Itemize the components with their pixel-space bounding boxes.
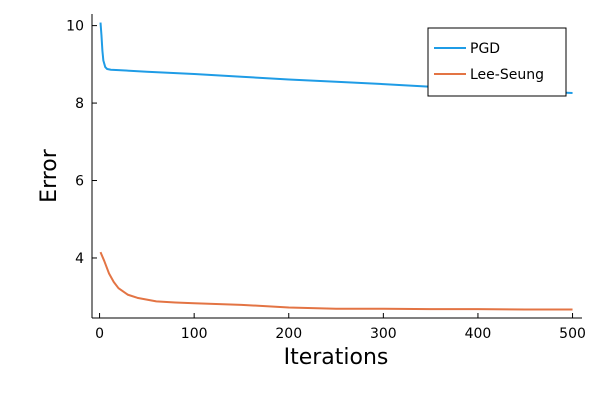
x-ticks: 0 100 200 300 400 500 bbox=[95, 313, 586, 342]
x-axis-label: Iterations bbox=[284, 345, 389, 370]
x-tick-label: 100 bbox=[181, 326, 208, 342]
legend-label: Lee-Seung bbox=[470, 67, 544, 83]
legend-label: PGD bbox=[470, 41, 500, 57]
y-tick-label: 4 bbox=[75, 251, 84, 267]
x-tick-label: 300 bbox=[370, 326, 397, 342]
y-tick-label: 8 bbox=[75, 96, 84, 112]
series-line-lee-seung bbox=[99, 251, 573, 311]
axes bbox=[91, 14, 582, 319]
x-tick-label: 200 bbox=[275, 326, 302, 342]
y-tick-label: 10 bbox=[66, 19, 84, 35]
y-tick-label: 6 bbox=[75, 174, 84, 190]
y-axis-label: Error bbox=[37, 148, 62, 203]
x-tick-label: 0 bbox=[95, 326, 104, 342]
y-ticks: 4 6 8 10 bbox=[66, 19, 97, 267]
x-tick-label: 400 bbox=[465, 326, 492, 342]
x-tick-label: 500 bbox=[559, 326, 586, 342]
legend-box bbox=[427, 27, 567, 97]
legend: PGD Lee-Seung bbox=[427, 27, 567, 97]
